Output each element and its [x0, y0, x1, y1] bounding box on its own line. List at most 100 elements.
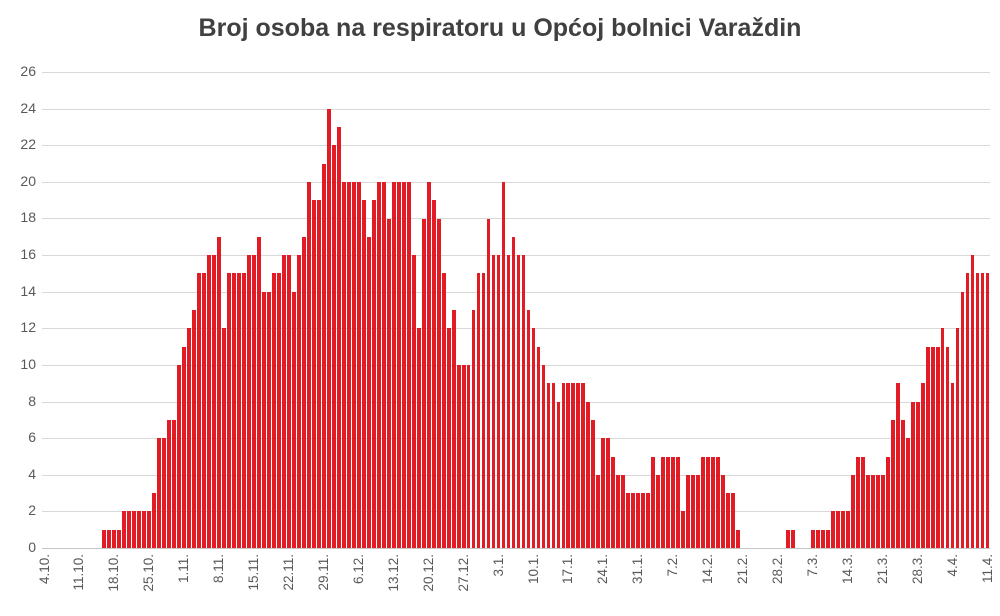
bar: [810, 529, 815, 548]
bar: [471, 310, 476, 548]
bar: [431, 200, 436, 548]
bar: [322, 163, 326, 548]
bar: [356, 181, 361, 548]
bar: [691, 474, 695, 548]
x-axis-label: 1.11.: [176, 554, 192, 584]
bar: [656, 474, 661, 548]
bar: [586, 401, 591, 548]
y-axis-label: 24: [20, 99, 36, 116]
bar: [920, 383, 925, 548]
bar: [366, 236, 371, 548]
bar: [646, 493, 651, 548]
bar: [227, 273, 231, 548]
bar: [436, 218, 441, 548]
bar: [441, 273, 446, 548]
x-axis-label: 6.12.: [350, 554, 366, 585]
bar: [107, 529, 112, 548]
bar: [411, 255, 416, 548]
y-axis-label: 22: [20, 136, 36, 153]
bar: [381, 181, 386, 548]
bar: [940, 328, 945, 548]
gridline: [42, 108, 990, 110]
gridline: [42, 72, 990, 73]
bar: [661, 456, 666, 548]
bar: [177, 364, 182, 548]
bar: [506, 255, 511, 548]
bar: [302, 236, 306, 548]
x-axis-label: 4.4.: [944, 554, 960, 577]
bar: [915, 401, 920, 548]
bar: [132, 511, 137, 548]
bar: [696, 474, 700, 548]
y-axis-label: 2: [28, 502, 36, 519]
bar: [167, 419, 172, 548]
bar: [591, 419, 596, 548]
bar: [786, 529, 790, 548]
bar: [491, 255, 496, 548]
bar: [641, 493, 646, 548]
bar: [416, 328, 421, 548]
bar: [875, 474, 880, 548]
bar: [900, 419, 905, 548]
bar: [282, 255, 286, 548]
bar: [117, 529, 122, 548]
bar: [307, 181, 311, 548]
bar: [511, 236, 516, 548]
y-axis-label: 26: [20, 63, 36, 79]
x-axis-label: 20.12.: [420, 554, 436, 592]
bar: [297, 255, 301, 548]
bar: [711, 456, 715, 548]
x-axis-label: 21.2.: [735, 554, 750, 585]
bar: [361, 200, 366, 548]
bar: [232, 273, 236, 548]
y-axis-label: 16: [20, 246, 36, 263]
bar: [147, 511, 152, 548]
bar: [257, 236, 261, 548]
bar: [666, 456, 671, 548]
bar: [706, 456, 710, 548]
bar: [207, 255, 212, 548]
bar: [905, 438, 910, 548]
bar: [975, 273, 980, 548]
bar: [476, 273, 481, 548]
bar: [736, 529, 740, 548]
bar: [376, 181, 381, 548]
bar: [865, 474, 870, 548]
bar: [950, 383, 955, 548]
bar: [152, 493, 157, 548]
x-axis-label: 7.2.: [665, 554, 681, 577]
gridline: [42, 474, 990, 476]
bar: [815, 529, 820, 548]
bar: [561, 383, 566, 548]
bar: [930, 346, 935, 548]
x-axis-label: 4.10.: [36, 554, 52, 585]
bar: [137, 511, 142, 548]
bar: [142, 511, 147, 548]
bar: [157, 438, 162, 548]
y-axis-label: 14: [20, 282, 36, 299]
bar: [162, 438, 167, 548]
bar: [127, 511, 132, 548]
bar: [341, 181, 346, 548]
bar: [192, 310, 197, 548]
bar: [965, 273, 970, 548]
bar: [237, 273, 241, 548]
bar: [277, 273, 281, 548]
y-axis-label: 8: [28, 392, 36, 409]
bar: [531, 328, 536, 548]
bar: [716, 456, 720, 548]
bar: [336, 126, 341, 548]
bar: [351, 181, 356, 548]
bar: [346, 181, 351, 548]
y-axis-label: 18: [20, 209, 36, 226]
x-axis-label: 11.10.: [71, 554, 87, 591]
bar: [182, 346, 187, 548]
bar: [446, 328, 451, 548]
plot-area: [42, 72, 990, 549]
bar: [501, 181, 506, 548]
y-axis-label: 10: [20, 355, 36, 372]
bar: [396, 181, 401, 548]
bar: [401, 181, 406, 548]
bar: [217, 236, 221, 548]
bar: [247, 255, 251, 548]
